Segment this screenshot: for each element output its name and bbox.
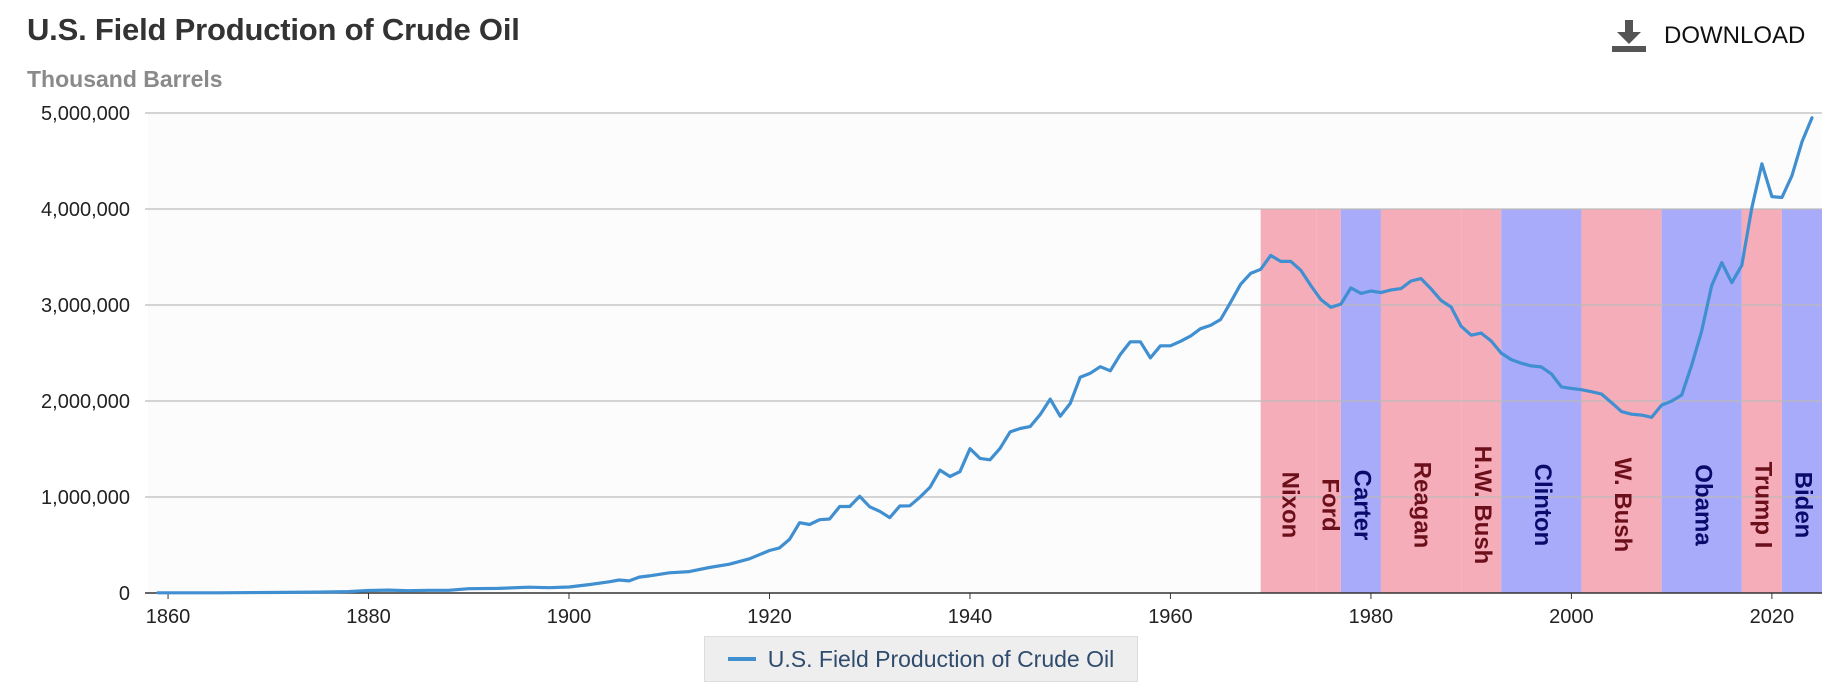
- x-tick-label: 1900: [547, 606, 592, 628]
- president-label-w-bush: W. Bush: [1609, 458, 1636, 553]
- president-label-clinton: Clinton: [1529, 464, 1556, 547]
- chart-subtitle: Thousand Barrels: [27, 66, 223, 92]
- x-tick-label: 1860: [146, 606, 191, 628]
- series-line-0: [156, 116, 1814, 595]
- president-label-ford: Ford: [1316, 478, 1343, 531]
- download-button[interactable]: DOWNLOAD: [1612, 20, 1805, 52]
- x-tick-label: 1980: [1349, 606, 1394, 628]
- x-tick-label: 1960: [1148, 606, 1193, 628]
- legend[interactable]: U.S. Field Production of Crude Oil: [704, 636, 1138, 682]
- y-tick-label: 1,000,000: [41, 487, 130, 509]
- y-tick-label: 4,000,000: [41, 199, 130, 221]
- x-tick-label: 2020: [1750, 606, 1795, 628]
- y-tick-label: 0: [119, 583, 130, 605]
- download-icon: [1612, 20, 1646, 52]
- president-label-obama: Obama: [1689, 464, 1716, 546]
- x-tick-label: 1920: [747, 606, 792, 628]
- president-label-nixon: Nixon: [1276, 472, 1303, 539]
- download-label: DOWNLOAD: [1664, 22, 1806, 49]
- president-label-biden: Biden: [1790, 472, 1817, 539]
- legend-label: U.S. Field Production of Crude Oil: [767, 645, 1115, 672]
- y-tick-label: 2,000,000: [41, 391, 130, 413]
- x-tick-label: 1880: [346, 606, 391, 628]
- president-label-reagan: Reagan: [1409, 462, 1436, 549]
- x-tick-label: 1940: [948, 606, 993, 628]
- x-tick-label: 2000: [1549, 606, 1594, 628]
- president-label-h-w-bush: H.W. Bush: [1469, 446, 1496, 565]
- legend-swatch: [727, 657, 756, 661]
- y-tick-label: 3,000,000: [41, 295, 130, 317]
- president-label-carter: Carter: [1349, 470, 1376, 541]
- y-tick-label: 5,000,000: [41, 103, 130, 125]
- president-label-trump-i: Trump I: [1750, 462, 1777, 549]
- chart-title: U.S. Field Production of Crude Oil: [27, 12, 520, 47]
